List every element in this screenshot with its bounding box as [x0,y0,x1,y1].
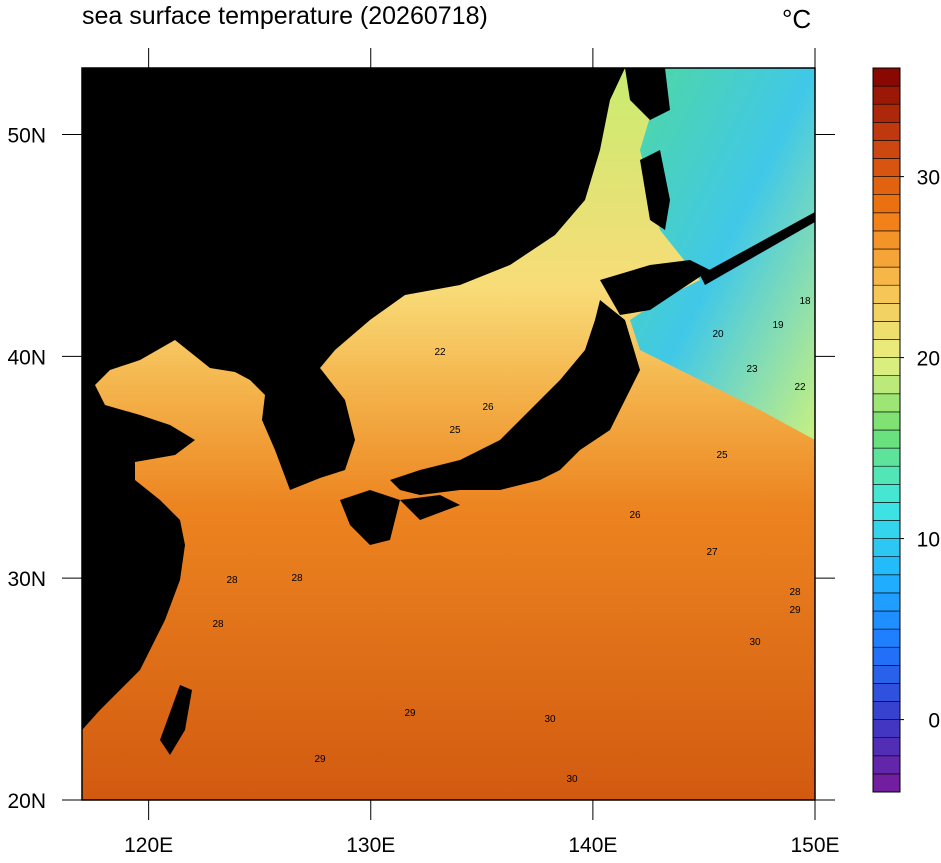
contour-label: 27 [706,547,718,558]
contour-label: 30 [544,714,556,725]
contour-label: 26 [629,510,641,521]
colorbar-box [872,302,901,322]
x-tick-label: 130E [346,834,395,857]
cold-water [630,68,815,440]
colorbar-box [872,158,901,177]
colorbar-box [872,284,901,304]
contour-label: 29 [789,605,801,616]
y-tick-label: 30N [7,568,46,591]
contour-label: 28 [226,575,238,586]
land [640,150,670,230]
x-tick-label: 150E [790,834,839,857]
colorbar-box [872,357,901,377]
y-tick-label: 40N [7,346,46,369]
contour-label: 26 [482,402,494,413]
colorbar-box [872,339,901,358]
land [160,685,192,755]
contour-label: 22 [434,347,446,358]
colorbar-box [872,212,901,232]
y-tick-label: 50N [7,125,46,148]
colorbar-box [872,737,901,757]
contour-label: 29 [314,754,326,765]
colorbar-tick-label: 20 [917,348,940,371]
land [82,68,625,730]
x-tick-label: 140E [568,834,617,857]
colorbar-box [872,230,901,250]
land [390,300,640,495]
colorbar-box [872,194,901,214]
colorbar-box [872,248,901,268]
contour-label: 30 [566,774,578,785]
colorbar-box [872,465,901,485]
colorbar-box [872,411,901,431]
colorbar-box [872,664,901,684]
colorbar-box [872,393,901,413]
colorbar-box [872,122,901,141]
contour-label: 28 [789,587,801,598]
colorbar-box [872,520,901,539]
colorbar-box [872,67,901,87]
colorbar-box [872,483,901,503]
map-frame [81,67,816,801]
colorbar-box [872,592,901,612]
contour-label: 19 [772,320,784,331]
colorbar-tick-label: 10 [917,529,940,552]
colorbar-box [872,556,901,576]
colorbar: 0 10 20 30 [872,67,940,793]
colorbar-tick-label: 30 [917,167,940,190]
colorbar-box [872,538,901,557]
land [400,495,460,520]
colorbar-box [872,266,901,286]
map-title: sea surface temperature (20260718) [82,2,488,30]
land [600,260,710,315]
contour-label: 25 [449,425,461,436]
colorbar-box [872,755,901,775]
contour-label: 20 [712,329,724,340]
colorbar-box [872,610,901,630]
contour-label: 28 [291,573,303,584]
x-tick-label: 120E [124,834,173,857]
contour-label: 18 [799,296,811,307]
contour-label: 28 [212,619,224,630]
colorbar-box [872,574,901,594]
y-tick-label: 20N [7,790,46,813]
colorbar-box [872,103,901,123]
land [625,68,670,120]
colorbar-tick-label: 0 [928,710,940,733]
colorbar-box [872,176,901,196]
colorbar-box [872,719,901,738]
contour-label: 23 [746,364,758,375]
colorbar-box [872,628,901,648]
contour-label: 22 [794,382,806,393]
colorbar-box [872,701,901,720]
colorbar-box [872,447,901,467]
contour-label: 25 [716,450,728,461]
colorbar-box [872,429,901,449]
unit-label: °C [782,4,811,34]
colorbar-box [872,85,901,105]
land [340,490,400,545]
colorbar-box [872,773,901,793]
map-area [82,68,815,800]
contour-label: 29 [404,708,416,719]
colorbar-box [872,375,901,395]
colorbar-box [872,683,901,702]
land [700,212,815,285]
colorbar-box [872,321,901,340]
colorbar-box [872,502,901,521]
contour-label: 30 [749,637,761,648]
colorbar-box [872,646,901,666]
colorbar-box [872,140,901,159]
colorbar-frame [872,67,901,793]
